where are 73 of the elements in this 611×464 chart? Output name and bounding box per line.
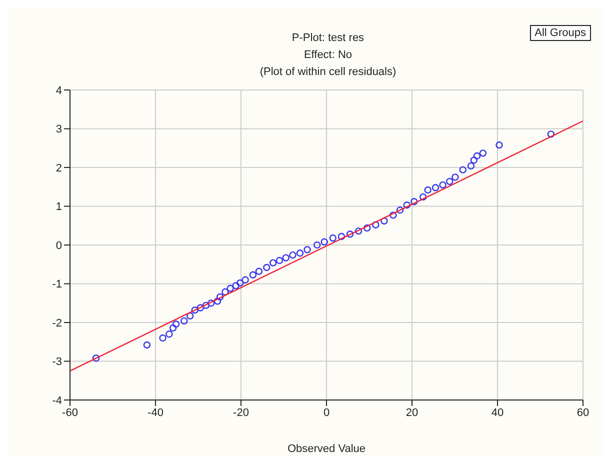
point: [159, 334, 166, 342]
point: [289, 251, 296, 259]
point: [470, 156, 478, 164]
point: [282, 254, 290, 262]
x-axis-title: Observed Value: [287, 443, 366, 455]
point: [459, 166, 466, 174]
y-tick-label: 1: [56, 201, 62, 214]
point: [452, 174, 459, 181]
x-tick-label: -40: [148, 406, 164, 419]
point: [232, 282, 240, 290]
x-tick-label: 0: [323, 406, 330, 419]
y-tick-label: 3: [56, 124, 62, 136]
point: [420, 193, 427, 201]
x-tick-label: 60: [576, 406, 590, 419]
x-tick-label: 40: [491, 406, 504, 419]
point: [214, 298, 222, 305]
point: [439, 181, 446, 189]
point: [364, 224, 371, 232]
point: [473, 152, 481, 160]
point: [390, 212, 397, 219]
point: [446, 178, 454, 186]
point: [432, 184, 440, 192]
point: [354, 227, 362, 235]
y-tick-label: -3: [52, 356, 62, 368]
point: [202, 302, 210, 310]
x-tick-label: -60: [62, 406, 78, 419]
x-tick-label: 20: [406, 406, 418, 419]
point: [180, 317, 188, 325]
point: [255, 268, 263, 275]
point: [410, 198, 418, 206]
point: [249, 271, 257, 278]
y-tick-label: -1: [52, 278, 62, 291]
point: [467, 162, 475, 170]
point: [196, 304, 204, 312]
point: [216, 293, 224, 301]
point: [242, 276, 249, 284]
point: [396, 206, 404, 214]
y-tick-label: 2: [56, 162, 62, 174]
point: [496, 141, 503, 149]
y-tick-label: -2: [52, 317, 62, 330]
point: [269, 259, 277, 266]
point: [403, 201, 410, 209]
point: [479, 150, 487, 157]
text: All Groups: [530, 25, 591, 41]
point: [143, 341, 151, 349]
point: [172, 320, 180, 328]
point: [320, 238, 328, 246]
point: [313, 241, 321, 249]
point: [329, 234, 337, 242]
y-tick-label: -4: [52, 394, 62, 407]
point: [338, 232, 346, 240]
point: [346, 230, 354, 238]
point: [166, 330, 173, 338]
point: [276, 256, 284, 264]
y-tick-label: 0: [56, 240, 62, 252]
x-tick-label: -20: [233, 406, 249, 419]
point: [169, 324, 177, 332]
point: [92, 354, 100, 362]
point: [424, 186, 432, 194]
y-tick-label: 4: [56, 84, 62, 97]
point: [222, 288, 229, 296]
point: [372, 221, 380, 228]
chart-title: P-Plot: test res Effect: No (Plot of within cell residuals): [258, 31, 398, 80]
point: [263, 264, 270, 272]
point: [207, 300, 215, 307]
point: [380, 217, 388, 225]
point: [236, 279, 244, 287]
point: [304, 246, 311, 254]
point: [186, 312, 194, 320]
point: [226, 284, 234, 292]
point: [296, 250, 304, 257]
point: [547, 130, 555, 138]
point: [191, 306, 198, 314]
